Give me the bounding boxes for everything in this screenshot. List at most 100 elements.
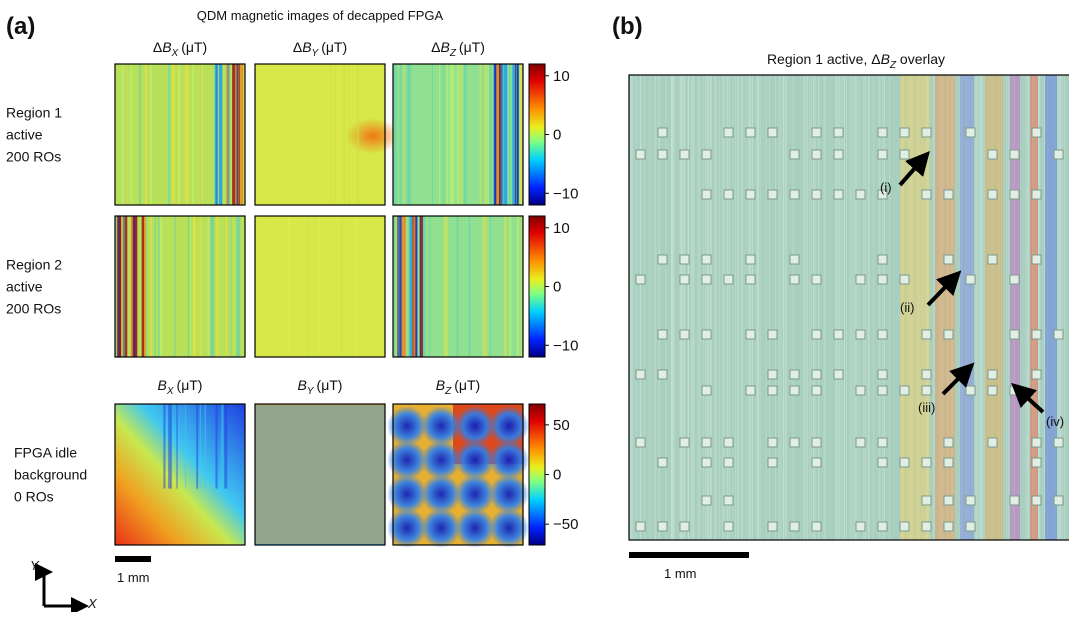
texture <box>649 75 651 540</box>
texture <box>679 75 681 540</box>
texture <box>680 75 682 540</box>
texture <box>935 75 955 540</box>
texture <box>228 216 231 357</box>
texture <box>133 216 136 357</box>
pad <box>899 149 910 160</box>
texture <box>200 64 203 205</box>
pad <box>789 437 800 448</box>
texture <box>189 216 192 357</box>
texture <box>1037 75 1039 540</box>
texture <box>1057 75 1059 540</box>
texture <box>1029 75 1031 540</box>
texture <box>1027 75 1029 540</box>
texture <box>1008 75 1010 540</box>
pad <box>679 521 690 532</box>
pad <box>767 457 778 468</box>
pad <box>1009 385 1020 396</box>
pad <box>1053 437 1064 448</box>
pad <box>789 521 800 532</box>
pad <box>745 189 756 200</box>
texture <box>415 216 418 357</box>
texture <box>757 75 759 540</box>
texture <box>740 75 742 540</box>
texture <box>421 406 461 446</box>
header-sub: Y <box>307 386 315 397</box>
pad <box>1009 149 1020 160</box>
texture <box>1010 75 1020 540</box>
header-symbol: B <box>298 377 307 393</box>
texture <box>423 216 427 357</box>
texture <box>236 64 238 205</box>
pad <box>899 385 910 396</box>
texture <box>421 440 461 480</box>
header-unit: (μT) <box>454 377 480 393</box>
texture <box>348 64 350 205</box>
pad <box>635 274 646 285</box>
texture <box>519 64 523 205</box>
pad <box>1009 329 1020 340</box>
header-symbol: B <box>158 377 167 393</box>
pad <box>701 189 712 200</box>
texture <box>403 216 406 357</box>
texture <box>854 75 856 540</box>
texture <box>484 64 488 205</box>
pad <box>877 369 888 380</box>
texture <box>408 64 412 205</box>
pad <box>767 385 778 396</box>
pad <box>943 521 954 532</box>
pad <box>701 274 712 285</box>
texture <box>198 64 200 205</box>
texture <box>403 64 405 205</box>
texture <box>187 216 190 357</box>
texture <box>504 216 507 357</box>
texture <box>1038 75 1040 540</box>
texture <box>691 75 693 540</box>
scale-label: 1 mm <box>117 570 150 585</box>
texture <box>630 75 632 540</box>
texture <box>330 64 332 205</box>
texture <box>196 404 199 489</box>
pad <box>679 254 690 265</box>
pad <box>811 385 822 396</box>
pad <box>965 127 976 138</box>
texture <box>495 64 497 205</box>
pad <box>987 385 998 396</box>
texture <box>185 64 187 205</box>
texture <box>933 75 935 540</box>
colorbar-tick-label: 0 <box>553 467 561 484</box>
texture <box>174 216 176 357</box>
texture <box>889 75 891 540</box>
pad <box>811 329 822 340</box>
pad <box>789 254 800 265</box>
image-frame <box>392 63 524 206</box>
image-frame <box>254 215 386 358</box>
texture <box>456 216 459 357</box>
texture <box>221 404 224 489</box>
texture <box>809 75 811 540</box>
texture <box>654 75 656 540</box>
texture <box>745 75 747 540</box>
pad <box>1009 274 1020 285</box>
texture <box>115 216 117 357</box>
magnetic-image <box>255 404 385 545</box>
texture <box>516 64 519 205</box>
annotation: (ii) <box>900 300 914 315</box>
texture <box>508 216 512 357</box>
texture <box>765 75 767 540</box>
texture <box>387 406 427 446</box>
texture <box>169 404 172 489</box>
pad <box>855 437 866 448</box>
texture <box>224 404 228 489</box>
pad <box>1053 495 1064 506</box>
pad <box>745 385 756 396</box>
pad <box>943 329 954 340</box>
texture <box>225 216 228 357</box>
pad <box>921 369 932 380</box>
column-header: ΔBZ (μT) <box>431 39 485 59</box>
texture <box>724 75 726 540</box>
pad <box>679 274 690 285</box>
texture <box>804 75 806 540</box>
header-sub: Y <box>312 48 320 59</box>
arrow <box>941 362 975 396</box>
pad <box>855 189 866 200</box>
